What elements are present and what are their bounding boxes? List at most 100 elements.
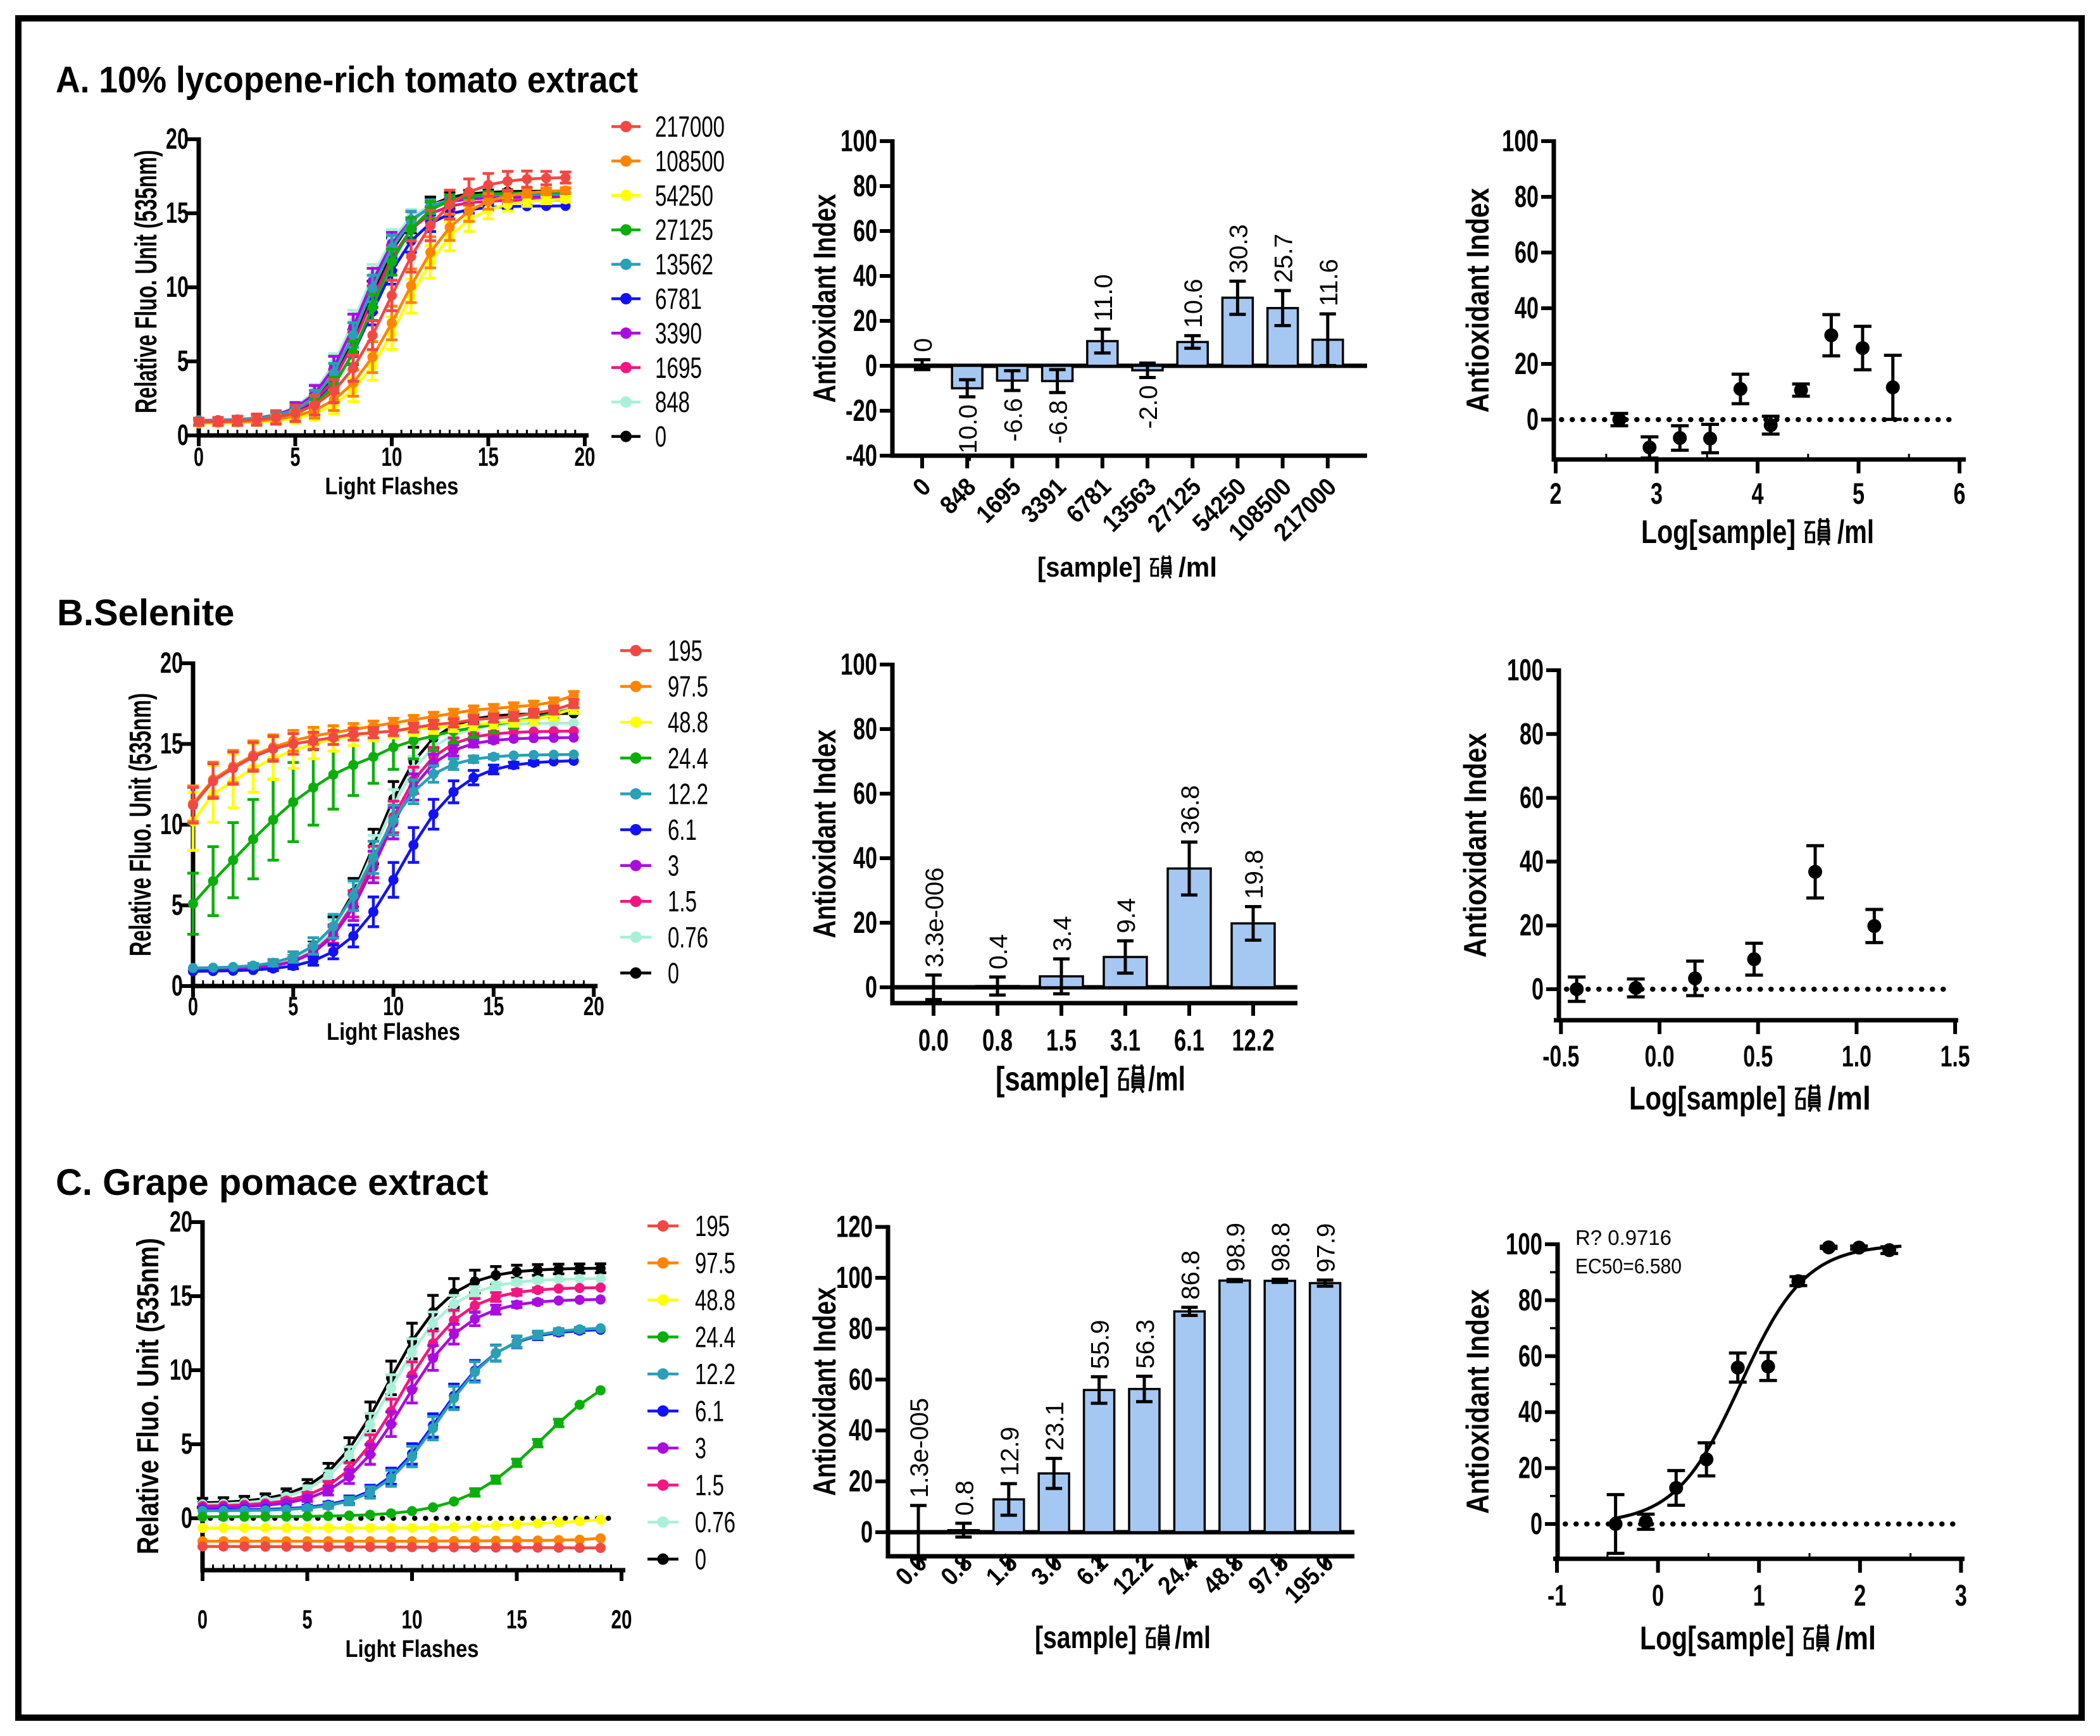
svg-text:Log[sample]: Log[sample] <box>1640 1620 1794 1657</box>
svg-text:0.76: 0.76 <box>668 921 708 954</box>
svg-text:12.2: 12.2 <box>1232 1024 1275 1058</box>
svg-text:97.9: 97.9 <box>1313 1223 1341 1273</box>
svg-text:100: 100 <box>1502 125 1539 158</box>
svg-text:24.4: 24.4 <box>668 742 708 775</box>
svg-text:5: 5 <box>172 889 183 921</box>
svg-text:EC50=6.580: EC50=6.580 <box>1575 1254 1682 1278</box>
svg-text:/ml: /ml <box>1178 552 1217 583</box>
svg-text:Relative Fluo. Unit (535nm): Relative Fluo. Unit (535nm) <box>132 1238 165 1554</box>
svg-text:Antioxidant Index: Antioxidant Index <box>1458 733 1493 958</box>
svg-text:848: 848 <box>655 385 690 418</box>
svg-text:Light Flashes: Light Flashes <box>346 1636 479 1663</box>
svg-text:0: 0 <box>1652 1578 1664 1612</box>
svg-text:97.5: 97.5 <box>668 670 708 703</box>
svg-text:13562: 13562 <box>655 248 713 281</box>
svg-text:0.0: 0.0 <box>1645 1039 1675 1073</box>
svg-text:3: 3 <box>1651 477 1663 510</box>
svg-text:60: 60 <box>1515 236 1539 270</box>
svg-text:195: 195 <box>668 634 703 667</box>
svg-text:-1: -1 <box>1547 1578 1566 1612</box>
svg-text:20: 20 <box>1515 347 1539 381</box>
svg-text:24.4: 24.4 <box>695 1321 735 1354</box>
svg-text:0.8: 0.8 <box>951 1480 978 1516</box>
svg-text:40: 40 <box>1518 1396 1542 1429</box>
svg-text:5: 5 <box>177 344 189 377</box>
svg-text:40: 40 <box>1520 845 1544 878</box>
svg-text:48.8: 48.8 <box>695 1283 735 1316</box>
svg-text:54250: 54250 <box>655 179 713 212</box>
svg-text:/ml: /ml <box>1828 1080 1871 1117</box>
svg-text:[sample]: [sample] <box>996 1060 1109 1098</box>
svg-text:100: 100 <box>1507 654 1544 687</box>
svg-text:10: 10 <box>170 1353 192 1386</box>
svg-text:5: 5 <box>288 991 298 1021</box>
svg-text:[sample]: [sample] <box>1037 552 1141 583</box>
svg-text:1.0: 1.0 <box>1842 1039 1872 1073</box>
svg-text:3.1: 3.1 <box>1110 1024 1141 1058</box>
svg-text:1.5: 1.5 <box>668 885 697 918</box>
svg-text:1.5: 1.5 <box>1046 1024 1077 1058</box>
svg-text:20: 20 <box>166 122 189 155</box>
svg-text:3.4: 3.4 <box>1049 916 1077 951</box>
svg-text:60: 60 <box>849 1363 873 1397</box>
svg-text:-2.0: -2.0 <box>1135 385 1163 429</box>
svg-text:100: 100 <box>841 125 877 158</box>
svg-text:0: 0 <box>668 956 679 989</box>
svg-text:0: 0 <box>172 969 183 1002</box>
svg-text:15: 15 <box>170 1279 192 1312</box>
svg-text:80: 80 <box>853 713 877 746</box>
svg-text:25.7: 25.7 <box>1270 234 1298 283</box>
svg-text:3: 3 <box>668 849 679 882</box>
svg-text:6.1: 6.1 <box>668 813 697 846</box>
svg-text:10: 10 <box>382 442 403 471</box>
svg-text:86.8: 86.8 <box>1177 1251 1204 1300</box>
svg-text:80: 80 <box>1518 1283 1542 1317</box>
svg-text:-0.5: -0.5 <box>1542 1039 1579 1073</box>
svg-text:0: 0 <box>655 420 666 453</box>
svg-text:3390: 3390 <box>655 316 702 349</box>
svg-text:1695: 1695 <box>655 351 702 384</box>
svg-text:-10.0: -10.0 <box>954 404 982 462</box>
svg-text:80: 80 <box>849 1312 873 1346</box>
svg-text:3: 3 <box>1955 1578 1967 1612</box>
svg-text:217000: 217000 <box>655 110 725 143</box>
svg-text:20: 20 <box>584 991 604 1021</box>
svg-text:15: 15 <box>483 991 504 1021</box>
svg-text:120: 120 <box>836 1211 873 1244</box>
svg-text:15: 15 <box>506 1604 527 1634</box>
svg-text:B.Selenite: B.Selenite <box>57 592 234 634</box>
svg-text:0.8: 0.8 <box>982 1024 1013 1058</box>
svg-text:C. Grape pomace extract: C. Grape pomace extract <box>56 1162 488 1203</box>
svg-text:-6.8: -6.8 <box>1045 400 1073 444</box>
svg-text:0: 0 <box>1530 1508 1542 1541</box>
svg-text:15: 15 <box>166 196 189 229</box>
svg-text:40: 40 <box>853 842 877 875</box>
svg-text:56.3: 56.3 <box>1132 1320 1159 1369</box>
svg-text:10.6: 10.6 <box>1180 279 1208 328</box>
svg-text:Antioxidant Index: Antioxidant Index <box>807 194 842 403</box>
svg-text:1.5: 1.5 <box>1941 1039 1970 1073</box>
svg-text:60: 60 <box>1520 782 1544 815</box>
svg-text:12.2: 12.2 <box>695 1358 735 1390</box>
svg-text:0: 0 <box>909 338 937 352</box>
svg-text:10: 10 <box>402 1604 423 1634</box>
svg-text:20: 20 <box>575 442 596 471</box>
svg-text:Antioxidant Index: Antioxidant Index <box>807 729 842 938</box>
svg-text:Relative Fluo. Unit (535nm): Relative Fluo. Unit (535nm) <box>124 693 158 956</box>
svg-text:Log[sample]: Log[sample] <box>1629 1080 1786 1117</box>
svg-text:40: 40 <box>1515 292 1539 325</box>
svg-text:6.1: 6.1 <box>1174 1024 1204 1058</box>
svg-text:20: 20 <box>611 1604 632 1634</box>
svg-text:30.3: 30.3 <box>1225 224 1253 273</box>
svg-text:97.5: 97.5 <box>695 1247 735 1280</box>
svg-text:3: 3 <box>695 1432 706 1464</box>
svg-text:60: 60 <box>853 777 877 811</box>
svg-text:20: 20 <box>853 304 877 338</box>
svg-text:40: 40 <box>853 259 877 293</box>
svg-text:1.5: 1.5 <box>695 1469 724 1502</box>
svg-text:6781: 6781 <box>655 282 702 315</box>
svg-text:6.1: 6.1 <box>695 1395 724 1428</box>
svg-text:40: 40 <box>849 1414 873 1447</box>
svg-text:100: 100 <box>836 1261 873 1295</box>
svg-text:[sample]: [sample] <box>1035 1621 1137 1655</box>
